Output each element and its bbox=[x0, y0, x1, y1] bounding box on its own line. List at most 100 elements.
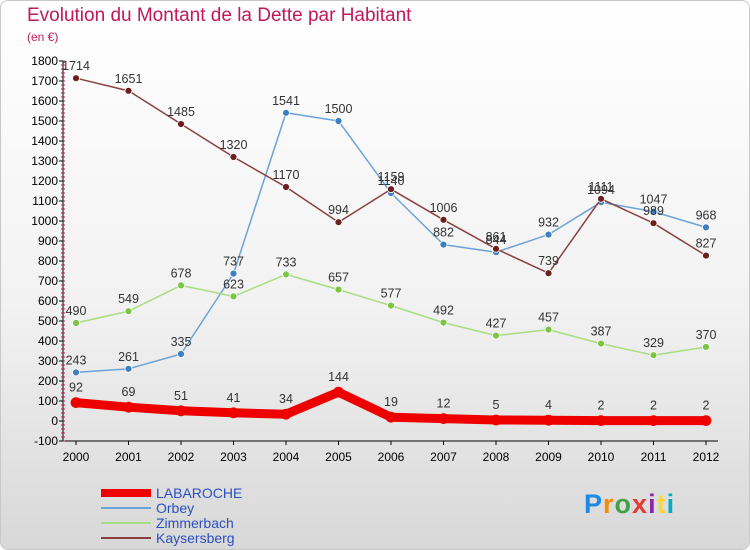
y-tick-label: 400 bbox=[38, 334, 58, 348]
data-point-orbey bbox=[649, 207, 658, 216]
data-label-kaysersberg: 1485 bbox=[167, 105, 195, 119]
data-label-kaysersberg: 994 bbox=[328, 203, 349, 217]
data-label-zimmerbach: 329 bbox=[643, 336, 664, 350]
data-point-zimmerbach bbox=[282, 270, 290, 279]
data-label-zimmerbach: 370 bbox=[696, 328, 717, 342]
data-point-kaysersberg bbox=[334, 218, 343, 227]
data-point-zimmerbach bbox=[124, 307, 133, 316]
data-label-labaroche: 51 bbox=[174, 389, 188, 403]
data-label-orbey: 335 bbox=[171, 335, 192, 349]
y-tick-label: 500 bbox=[38, 314, 58, 328]
data-label-orbey: 932 bbox=[538, 216, 559, 230]
data-point-labaroche bbox=[333, 386, 344, 398]
data-point-kaysersberg bbox=[387, 185, 395, 194]
data-point-zimmerbach bbox=[649, 351, 658, 360]
data-label-orbey: 1500 bbox=[325, 102, 353, 116]
chart-subtitle: (en €) bbox=[27, 30, 59, 44]
y-tick-label: 0 bbox=[51, 414, 58, 428]
y-tick-label: 900 bbox=[38, 234, 58, 248]
data-point-kaysersberg bbox=[124, 86, 133, 95]
data-label-zimmerbach: 623 bbox=[223, 277, 244, 291]
data-label-kaysersberg: 1714 bbox=[62, 59, 90, 73]
data-point-zimmerbach bbox=[72, 319, 80, 327]
data-label-labaroche: 19 bbox=[384, 395, 398, 409]
data-label-kaysersberg: 1111 bbox=[588, 180, 613, 194]
data-label-zimmerbach: 678 bbox=[171, 266, 192, 280]
data-point-kaysersberg bbox=[649, 219, 658, 228]
x-tick-label: 2002 bbox=[168, 450, 195, 464]
legend-label: Zimmerbach bbox=[156, 515, 234, 531]
data-point-zimmerbach bbox=[334, 285, 343, 294]
data-point-labaroche bbox=[543, 414, 554, 426]
data-label-kaysersberg: 989 bbox=[643, 204, 664, 218]
data-point-zimmerbach bbox=[177, 281, 185, 290]
data-point-zimmerbach bbox=[387, 301, 395, 310]
y-tick-label: 1800 bbox=[31, 54, 58, 68]
data-label-labaroche: 2 bbox=[598, 399, 605, 413]
data-label-zimmerbach: 427 bbox=[486, 317, 507, 331]
series-line-orbey bbox=[75, 112, 707, 374]
data-label-labaroche: 4 bbox=[545, 398, 552, 412]
x-tick-label: 2005 bbox=[325, 450, 352, 464]
data-point-labaroche bbox=[70, 397, 82, 409]
data-label-orbey: 1140 bbox=[378, 174, 405, 188]
logo-letter: i bbox=[648, 489, 657, 519]
y-tick-label: 1100 bbox=[32, 194, 58, 208]
data-point-kaysersberg bbox=[702, 251, 710, 260]
data-label-orbey: 737 bbox=[223, 255, 244, 269]
data-label-kaysersberg: 827 bbox=[696, 237, 717, 251]
data-label-orbey: 261 bbox=[118, 350, 139, 364]
legend-label: LABAROCHE bbox=[156, 485, 243, 501]
data-point-zimmerbach bbox=[544, 325, 553, 334]
data-point-labaroche bbox=[228, 407, 239, 419]
data-point-kaysersberg bbox=[72, 74, 80, 83]
data-label-labaroche: 92 bbox=[69, 381, 83, 395]
data-point-orbey bbox=[72, 368, 80, 377]
data-label-orbey: 1541 bbox=[272, 94, 300, 108]
y-tick-label: 600 bbox=[38, 294, 58, 308]
y-tick-label: 1600 bbox=[31, 94, 58, 108]
data-point-zimmerbach bbox=[597, 339, 605, 348]
x-tick-label: 2003 bbox=[220, 450, 247, 464]
data-label-zimmerbach: 549 bbox=[118, 292, 139, 306]
data-point-zimmerbach bbox=[229, 292, 238, 301]
data-point-labaroche bbox=[595, 415, 607, 427]
data-label-labaroche: 5 bbox=[493, 398, 500, 412]
data-label-orbey: 243 bbox=[66, 353, 87, 367]
x-tick-label: 2001 bbox=[115, 450, 142, 464]
y-tick-label: 1200 bbox=[31, 174, 58, 188]
logo-letter: r bbox=[603, 489, 615, 519]
data-label-labaroche: 2 bbox=[703, 399, 710, 413]
data-label-labaroche: 2 bbox=[650, 399, 657, 413]
data-label-kaysersberg: 739 bbox=[538, 254, 559, 268]
y-tick-label: -100 bbox=[34, 434, 58, 448]
data-point-labaroche bbox=[648, 415, 659, 427]
data-label-kaysersberg: 1006 bbox=[430, 201, 458, 215]
data-point-orbey bbox=[177, 350, 185, 358]
legend-swatch bbox=[101, 507, 151, 509]
y-tick-label: 200 bbox=[38, 374, 58, 388]
data-label-labaroche: 144 bbox=[328, 370, 349, 384]
legend-swatch bbox=[101, 522, 151, 524]
data-label-orbey: 844 bbox=[486, 233, 507, 247]
data-label-kaysersberg: 1170 bbox=[273, 168, 300, 182]
x-tick-label: 2009 bbox=[535, 450, 562, 464]
data-label-labaroche: 41 bbox=[227, 391, 241, 405]
y-tick-label: 1700 bbox=[31, 74, 58, 88]
data-point-orbey bbox=[124, 364, 133, 373]
data-label-kaysersberg: 1159 bbox=[378, 170, 405, 184]
data-label-kaysersberg: 1651 bbox=[115, 72, 143, 86]
data-label-labaroche: 69 bbox=[122, 385, 136, 399]
data-point-kaysersberg bbox=[439, 215, 448, 224]
data-label-zimmerbach: 387 bbox=[591, 325, 612, 339]
data-point-orbey bbox=[702, 223, 710, 232]
data-point-kaysersberg bbox=[597, 194, 605, 203]
y-tick-label: 300 bbox=[38, 354, 58, 368]
legend-label: Kaysersberg bbox=[156, 530, 235, 546]
x-tick-label: 2011 bbox=[641, 450, 667, 464]
data-label-kaysersberg: 1320 bbox=[220, 138, 248, 152]
chart-title: Evolution du Montant de la Dette par Hab… bbox=[27, 5, 412, 26]
proxiti-logo: Proxiti bbox=[584, 489, 675, 520]
data-label-zimmerbach: 492 bbox=[433, 304, 454, 318]
